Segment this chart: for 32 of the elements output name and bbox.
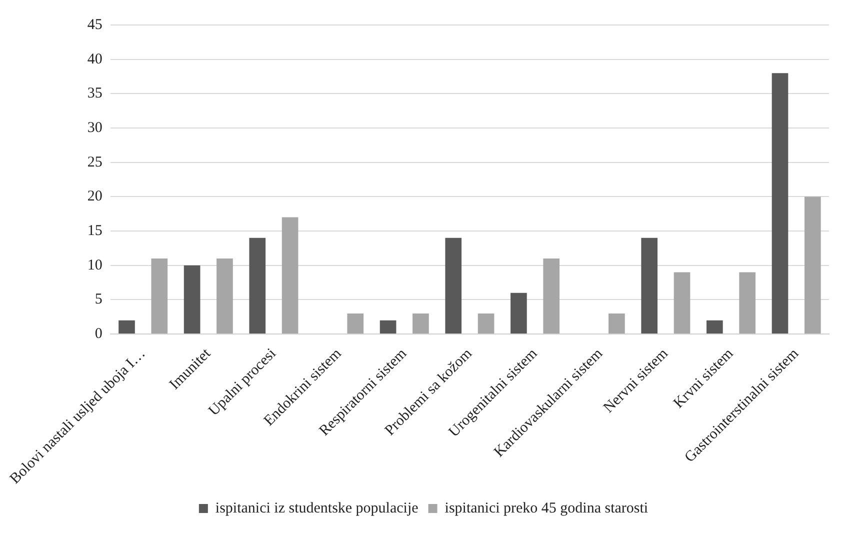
bar (543, 258, 560, 334)
bar (216, 258, 233, 334)
bar (772, 73, 788, 334)
legend-label: ispitanici iz studentske populacije (215, 500, 419, 516)
y-tick-label: 20 (87, 188, 102, 205)
bar (674, 272, 690, 334)
y-tick-label: 40 (87, 51, 102, 68)
bar (804, 196, 821, 334)
bar (739, 272, 756, 334)
bar (282, 217, 298, 334)
bar (118, 320, 135, 334)
bar (347, 313, 364, 334)
bar (510, 292, 527, 334)
bar (184, 265, 200, 334)
y-tick-label: 10 (87, 257, 102, 274)
y-tick-label: 0 (94, 326, 102, 342)
bar (706, 320, 723, 334)
legend-label: ispitanici preko 45 godina starosti (444, 500, 648, 516)
y-tick-label: 5 (94, 292, 102, 308)
bar (608, 313, 625, 334)
bar (249, 238, 266, 334)
bar (641, 238, 658, 334)
y-tick-label: 30 (87, 120, 102, 136)
bar (445, 238, 462, 334)
y-tick-label: 35 (87, 86, 102, 102)
bar (412, 313, 429, 334)
y-tick-label: 25 (87, 154, 102, 170)
bar (151, 258, 168, 334)
bar (478, 313, 494, 334)
y-tick-label: 15 (87, 222, 102, 239)
bar (380, 320, 396, 334)
y-tick-label: 45 (87, 16, 102, 33)
